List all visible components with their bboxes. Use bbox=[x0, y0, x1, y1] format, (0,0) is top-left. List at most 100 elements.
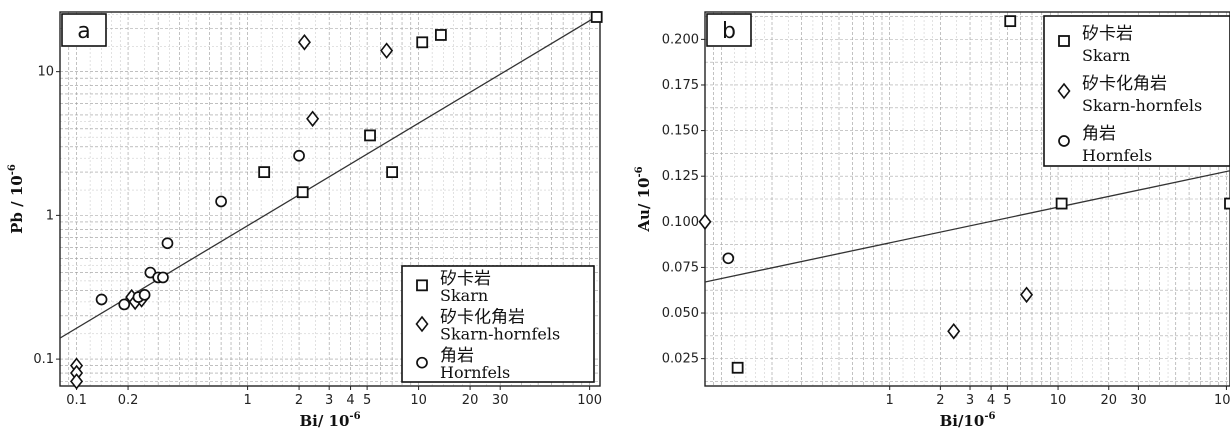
x-tick-label: 5 bbox=[363, 393, 371, 408]
legend-label-zh: 矽卡岩 bbox=[1082, 24, 1133, 44]
x-tick-label: 100 bbox=[1214, 393, 1230, 408]
panel-b: 1 2 345 10 20 30 100 0.025 0.050 0.075 0.100 0.125 0… bbox=[634, 11, 1230, 430]
legend-marker bbox=[1057, 82, 1071, 100]
series-skarn bbox=[258, 11, 603, 199]
x-axis-label: Bi/ 10-6 bbox=[299, 411, 360, 430]
x-tick-label: 2 bbox=[936, 393, 944, 408]
legend-marker bbox=[1058, 35, 1070, 47]
y-tick-label: 0.075 bbox=[662, 260, 699, 275]
square-point bbox=[386, 166, 399, 179]
y-tick-label: 0.1 bbox=[33, 352, 54, 367]
x-tick-label: 5 bbox=[1003, 393, 1011, 408]
circle-point bbox=[722, 252, 735, 265]
x-tick-label: 30 bbox=[1130, 393, 1147, 408]
square-point bbox=[364, 129, 376, 142]
legend-label-zh: 矽卡岩 bbox=[440, 269, 491, 289]
diamond-point bbox=[380, 42, 394, 59]
panel-label: a bbox=[77, 19, 90, 44]
series-skarn bbox=[731, 15, 1230, 374]
y-tick-label: 0.025 bbox=[662, 352, 699, 367]
series-skarn-hornfels bbox=[698, 213, 1034, 340]
x-tick-label: 1 bbox=[886, 393, 894, 408]
x-tick-label: 4 bbox=[346, 393, 354, 408]
y-tick-label: 1 bbox=[46, 208, 54, 223]
x-axis-label: Bi/10-6 bbox=[940, 411, 996, 430]
legend-label-zh: 角岩 bbox=[440, 346, 474, 366]
series-hornfels bbox=[722, 252, 735, 265]
legend-label-zh: 矽卡化角岩 bbox=[1082, 74, 1167, 94]
circle-point bbox=[157, 271, 169, 284]
legend-label-zh: 角岩 bbox=[1082, 124, 1116, 144]
legend-marker bbox=[416, 279, 428, 292]
legend-label-zh: 矽卡化角岩 bbox=[440, 307, 525, 327]
legend-label-en: Hornfels bbox=[440, 363, 510, 382]
x-tick-label: 100 bbox=[577, 393, 602, 408]
x-tick-label: 0.2 bbox=[118, 393, 139, 408]
y-axis-label: Pb / 10-6 bbox=[7, 164, 26, 234]
regression-line bbox=[60, 13, 600, 339]
legend-label-en: Skarn-hornfels bbox=[1082, 96, 1202, 115]
x-tick-label: 20 bbox=[1100, 393, 1117, 408]
diamond-point bbox=[70, 373, 84, 390]
panel-label-box bbox=[61, 13, 107, 47]
legend-box bbox=[401, 265, 595, 383]
regression-line bbox=[705, 170, 1230, 283]
y-tick-label: 0.150 bbox=[662, 124, 699, 139]
x-tick-label: 4 bbox=[987, 393, 995, 408]
x-tick-label: 3 bbox=[325, 393, 333, 408]
square-point bbox=[416, 36, 429, 49]
circle-point bbox=[161, 237, 174, 250]
square-point bbox=[1004, 15, 1017, 28]
legend-box bbox=[1043, 15, 1230, 167]
circle-point bbox=[293, 149, 305, 162]
legend-marker bbox=[1058, 135, 1070, 147]
legend-label-en: Skarn bbox=[440, 286, 488, 305]
x-tick-label: 10 bbox=[1050, 393, 1067, 408]
diamond-point bbox=[698, 213, 712, 231]
diamond-point bbox=[297, 34, 311, 51]
square-point bbox=[434, 29, 447, 41]
diamond-point bbox=[306, 110, 320, 128]
plot-frame bbox=[59, 11, 601, 387]
diamond-point bbox=[947, 322, 961, 340]
square-point bbox=[1055, 197, 1068, 210]
legend-label-en: Skarn bbox=[1082, 46, 1130, 65]
y-tick-label: 0.125 bbox=[662, 169, 699, 184]
x-tick-label: 3 bbox=[966, 393, 974, 408]
y-tick-label: 0.050 bbox=[662, 306, 699, 321]
series-skarn-hornfels bbox=[70, 34, 394, 390]
circle-point bbox=[138, 288, 151, 301]
x-tick-label: 20 bbox=[462, 393, 479, 408]
x-tick-label: 0.1 bbox=[66, 393, 87, 408]
square-point bbox=[1224, 197, 1230, 210]
series-hornfels bbox=[95, 149, 305, 311]
legend-marker bbox=[416, 356, 428, 369]
panel-label: b bbox=[722, 19, 736, 44]
y-tick-label: 0.100 bbox=[662, 215, 699, 230]
diamond-point bbox=[1020, 286, 1034, 304]
y-tick-label: 0.175 bbox=[662, 78, 699, 93]
panel-a: 0.1 0.2 1 2 3 4 5 10 20 30 100 0.1 1 10 Bi/ 10-6 Pb / 1… bbox=[7, 11, 603, 430]
x-tick-label: 2 bbox=[295, 393, 303, 408]
y-axis-label: Au/ 10-6 bbox=[634, 166, 653, 232]
square-point bbox=[731, 361, 744, 374]
square-point bbox=[296, 186, 309, 199]
x-tick-label: 30 bbox=[492, 393, 509, 408]
y-tick-label: 10 bbox=[37, 65, 54, 80]
legend-label-en: Skarn-hornfels bbox=[440, 324, 560, 343]
x-tick-label: 1 bbox=[243, 393, 251, 408]
legend: 矽卡岩 Skarn 矽卡化角岩 Skarn-hornfels 角岩 Hornfels bbox=[1043, 15, 1230, 167]
legend-label-en: Hornfels bbox=[1082, 146, 1152, 165]
square-point bbox=[258, 166, 271, 179]
y-tick-label: 0.200 bbox=[662, 32, 699, 47]
square-point bbox=[590, 11, 603, 23]
circle-point bbox=[215, 195, 227, 208]
legend-marker bbox=[415, 315, 429, 333]
plot-frame bbox=[704, 11, 1230, 387]
x-tick-label: 10 bbox=[410, 393, 427, 408]
panel-label-box bbox=[706, 13, 752, 47]
circle-point bbox=[118, 298, 131, 311]
circle-point bbox=[95, 293, 108, 306]
